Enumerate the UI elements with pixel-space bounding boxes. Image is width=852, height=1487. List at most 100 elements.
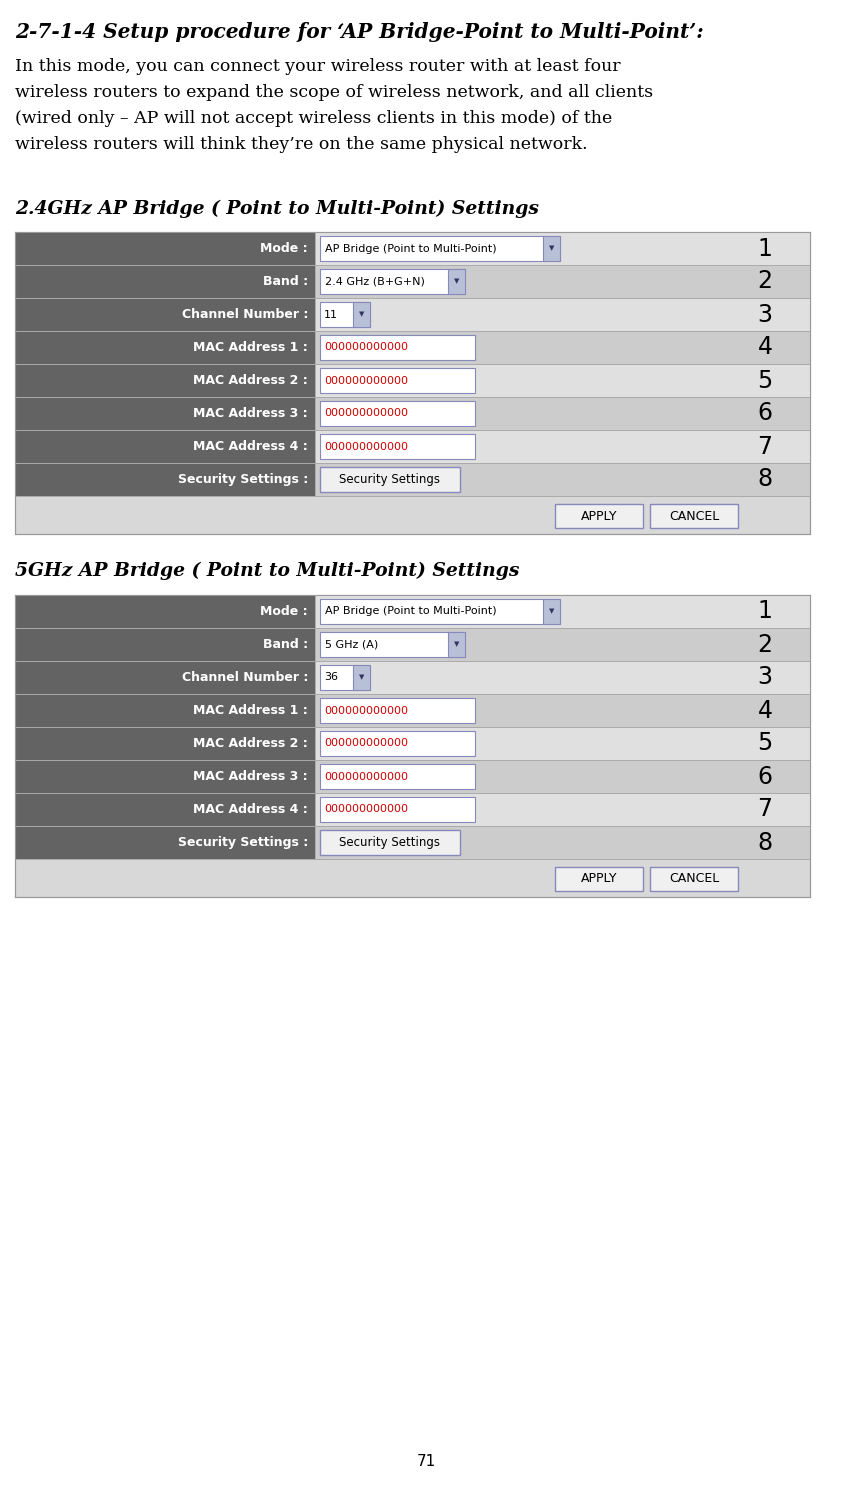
Text: AP Bridge (Point to Multi-Point): AP Bridge (Point to Multi-Point) xyxy=(325,607,496,617)
Bar xyxy=(320,764,475,790)
Bar xyxy=(15,430,314,462)
Bar xyxy=(320,236,560,262)
Text: 1: 1 xyxy=(757,236,772,260)
Text: 8: 8 xyxy=(757,831,772,855)
Text: ▼: ▼ xyxy=(548,608,554,614)
Text: Security Settings: Security Settings xyxy=(339,473,440,486)
Text: 11: 11 xyxy=(324,309,337,320)
Bar xyxy=(314,760,809,793)
Bar xyxy=(15,628,314,662)
Text: ▼: ▼ xyxy=(453,278,458,284)
Bar xyxy=(314,825,809,859)
Text: 7: 7 xyxy=(757,434,772,458)
Bar xyxy=(15,232,314,265)
Bar xyxy=(543,599,560,625)
Text: 000000000000: 000000000000 xyxy=(324,376,407,385)
Bar xyxy=(320,401,475,425)
Bar xyxy=(320,697,475,723)
Text: 2-7-1-4 Setup procedure for ‘AP Bridge-Point to Multi-Point’:: 2-7-1-4 Setup procedure for ‘AP Bridge-P… xyxy=(15,22,703,42)
Bar xyxy=(314,793,809,825)
Bar xyxy=(320,335,475,360)
Text: APPLY: APPLY xyxy=(580,510,617,522)
Text: 6: 6 xyxy=(757,401,772,425)
Text: 000000000000: 000000000000 xyxy=(324,804,407,815)
Text: 5: 5 xyxy=(757,732,772,755)
Bar xyxy=(320,302,370,327)
Text: (wired only – AP will not accept wireless clients in this mode) of the: (wired only – AP will not accept wireles… xyxy=(15,110,612,126)
Text: 5: 5 xyxy=(757,369,772,393)
Text: 000000000000: 000000000000 xyxy=(324,772,407,782)
Text: 000000000000: 000000000000 xyxy=(324,739,407,748)
Text: ▼: ▼ xyxy=(359,675,364,681)
Text: Channel Number :: Channel Number : xyxy=(181,308,308,321)
Bar xyxy=(353,302,370,327)
Bar xyxy=(320,269,464,294)
Text: MAC Address 1 :: MAC Address 1 : xyxy=(193,341,308,354)
Bar xyxy=(15,364,314,397)
Text: 000000000000: 000000000000 xyxy=(324,409,407,418)
Text: CANCEL: CANCEL xyxy=(668,510,718,522)
Bar xyxy=(15,793,314,825)
Bar xyxy=(314,297,809,332)
Bar xyxy=(15,825,314,859)
Text: ▼: ▼ xyxy=(453,641,458,647)
Text: 2.4GHz AP Bridge ( Point to Multi-Point) Settings: 2.4GHz AP Bridge ( Point to Multi-Point)… xyxy=(15,199,538,219)
Bar xyxy=(15,760,314,793)
Text: 1: 1 xyxy=(757,599,772,623)
Bar xyxy=(649,504,737,528)
Bar xyxy=(15,595,809,897)
Bar xyxy=(314,332,809,364)
Text: 000000000000: 000000000000 xyxy=(324,442,407,452)
Text: CANCEL: CANCEL xyxy=(668,873,718,885)
Text: Mode :: Mode : xyxy=(260,605,308,619)
Bar xyxy=(320,599,560,625)
Text: 000000000000: 000000000000 xyxy=(324,342,407,352)
Text: AP Bridge (Point to Multi-Point): AP Bridge (Point to Multi-Point) xyxy=(325,244,496,253)
Text: 000000000000: 000000000000 xyxy=(324,705,407,715)
Text: 5 GHz (A): 5 GHz (A) xyxy=(325,639,377,650)
Text: 36: 36 xyxy=(324,672,337,683)
Bar xyxy=(314,662,809,694)
Bar xyxy=(15,694,314,727)
Text: 7: 7 xyxy=(757,797,772,821)
Text: 8: 8 xyxy=(757,467,772,492)
Text: 3: 3 xyxy=(757,666,772,690)
Text: 3: 3 xyxy=(757,302,772,327)
Bar xyxy=(320,732,475,755)
Bar xyxy=(320,367,475,393)
Bar xyxy=(555,504,642,528)
Text: Security Settings :: Security Settings : xyxy=(177,473,308,486)
Bar xyxy=(15,232,809,534)
Text: 2: 2 xyxy=(757,632,772,656)
Bar xyxy=(15,332,314,364)
Text: MAC Address 1 :: MAC Address 1 : xyxy=(193,703,308,717)
Text: Mode :: Mode : xyxy=(260,242,308,254)
Bar xyxy=(314,694,809,727)
Bar xyxy=(15,397,314,430)
Text: wireless routers to expand the scope of wireless network, and all clients: wireless routers to expand the scope of … xyxy=(15,83,653,101)
Bar xyxy=(447,269,464,294)
Text: MAC Address 2 :: MAC Address 2 : xyxy=(193,375,308,387)
Text: Security Settings: Security Settings xyxy=(339,836,440,849)
Bar xyxy=(15,662,314,694)
Text: Band :: Band : xyxy=(262,275,308,288)
Text: 2: 2 xyxy=(757,269,772,293)
Text: MAC Address 4 :: MAC Address 4 : xyxy=(193,440,308,454)
Text: 4: 4 xyxy=(757,699,772,723)
Bar xyxy=(15,462,314,497)
Text: 6: 6 xyxy=(757,764,772,788)
Text: ▼: ▼ xyxy=(548,245,554,251)
Text: Band :: Band : xyxy=(262,638,308,651)
Text: ▼: ▼ xyxy=(359,311,364,318)
Bar xyxy=(314,462,809,497)
Text: Security Settings :: Security Settings : xyxy=(177,836,308,849)
Bar xyxy=(320,665,370,690)
Bar xyxy=(649,867,737,891)
Bar xyxy=(15,265,314,297)
Text: MAC Address 3 :: MAC Address 3 : xyxy=(193,770,308,784)
Text: 71: 71 xyxy=(417,1454,435,1469)
Text: MAC Address 3 :: MAC Address 3 : xyxy=(193,407,308,419)
Bar xyxy=(543,236,560,262)
Bar xyxy=(15,595,314,628)
Bar xyxy=(314,628,809,662)
